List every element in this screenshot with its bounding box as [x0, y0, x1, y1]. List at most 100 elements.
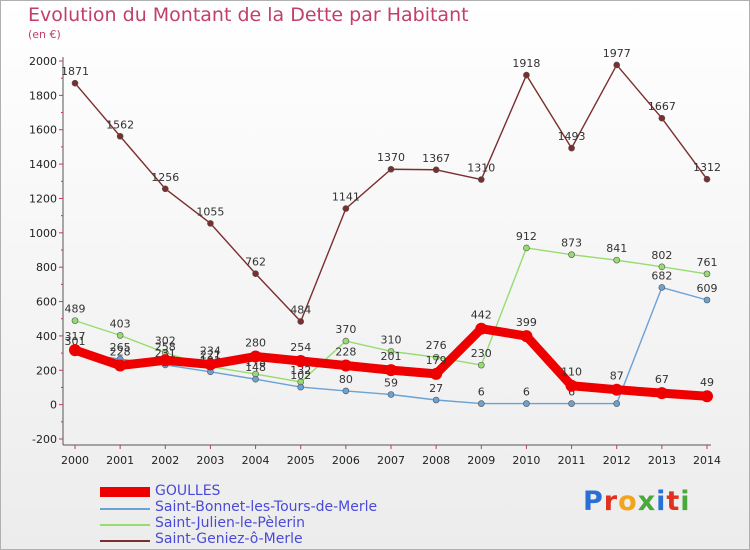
- data-label: 228: [110, 345, 131, 358]
- data-label: 80: [339, 373, 353, 386]
- data-label: 1055: [196, 205, 224, 218]
- x-tick-label: 2009: [467, 454, 495, 467]
- data-point: [339, 359, 352, 372]
- data-point: [520, 330, 533, 343]
- data-label: 254: [290, 341, 311, 354]
- data-point: [387, 165, 395, 173]
- data-label: 1141: [332, 191, 360, 204]
- data-point: [701, 390, 713, 403]
- y-tick-label: 200: [36, 364, 57, 377]
- data-point: [204, 358, 217, 371]
- y-tick-label: 1600: [29, 124, 57, 137]
- data-label: 301: [65, 335, 86, 348]
- data-point: [114, 359, 127, 372]
- data-point: [703, 175, 711, 183]
- data-point: [387, 348, 395, 355]
- data-point: [475, 322, 488, 335]
- legend-label: Saint-Bonnet-les-Tours-de-Merle: [155, 499, 378, 515]
- data-point: [523, 71, 530, 79]
- data-point: [71, 79, 79, 87]
- y-tick-label: 1400: [29, 158, 57, 171]
- logo-letter: t: [666, 486, 681, 517]
- data-point: [658, 263, 666, 271]
- data-point: [116, 132, 124, 140]
- data-label: 682: [651, 269, 672, 282]
- x-tick-label: 2003: [196, 454, 224, 467]
- data-point: [655, 387, 668, 400]
- logo-letter: P: [583, 486, 604, 517]
- x-tick-label: 2005: [287, 454, 315, 467]
- x-tick-label: 2006: [332, 454, 360, 467]
- data-label: 762: [245, 256, 266, 269]
- data-point: [432, 396, 440, 404]
- legend-label: Saint-Julien-le-Pèlerin: [155, 515, 306, 531]
- data-label: 228: [335, 345, 356, 358]
- data-point: [703, 270, 711, 278]
- data-label: 148: [245, 361, 266, 374]
- data-label: 399: [516, 316, 537, 329]
- data-label: 1256: [151, 171, 179, 184]
- data-label: 59: [384, 376, 398, 389]
- data-point: [116, 332, 124, 339]
- data-point: [523, 400, 530, 407]
- legend-swatch: [100, 508, 150, 510]
- data-point: [252, 270, 259, 278]
- data-point: [294, 354, 307, 367]
- data-point: [477, 400, 485, 407]
- data-label: 6: [478, 386, 485, 399]
- data-point: [430, 367, 443, 380]
- series-line-3: [74, 64, 708, 323]
- x-tick-label: 2002: [151, 454, 179, 467]
- data-label: 110: [561, 366, 582, 379]
- data-point: [207, 220, 214, 227]
- data-point: [613, 61, 621, 69]
- data-label: 201: [381, 350, 402, 363]
- data-point: [69, 344, 81, 357]
- logo-letter: x: [637, 486, 657, 517]
- y-tick-label: 1800: [29, 89, 57, 102]
- data-point: [252, 375, 259, 383]
- data-label: 234: [200, 344, 221, 357]
- y-tick-label: -200: [32, 433, 57, 446]
- data-label: 1667: [648, 100, 676, 113]
- data-label: 761: [697, 256, 718, 269]
- x-tick-label: 2007: [377, 454, 405, 467]
- x-tick-label: 2008: [422, 454, 450, 467]
- logo-letter: r: [603, 486, 619, 517]
- data-label: 221: [200, 349, 221, 362]
- data-label: 276: [426, 339, 447, 352]
- x-tick-label: 2014: [693, 454, 721, 467]
- data-label: 442: [471, 309, 492, 322]
- data-label: 265: [110, 341, 131, 354]
- data-point: [523, 244, 530, 252]
- data-point: [387, 391, 395, 398]
- data-point: [568, 144, 575, 152]
- data-label: 87: [610, 370, 624, 383]
- legend-swatch: [100, 524, 150, 526]
- data-point: [297, 383, 305, 391]
- data-point: [703, 296, 711, 304]
- data-label: 1493: [558, 130, 586, 143]
- y-tick-label: 800: [36, 261, 57, 274]
- legend-swatch: [100, 540, 150, 542]
- x-tick-label: 2012: [603, 454, 631, 467]
- data-label: 102: [290, 369, 311, 382]
- data-point: [565, 379, 578, 392]
- x-tick-label: 2001: [106, 454, 134, 467]
- y-tick-label: 0: [50, 399, 57, 412]
- data-label: 1871: [61, 65, 89, 78]
- chart-title: Evolution du Montant de la Dette par Hab…: [28, 4, 469, 26]
- x-tick-label: 2010: [512, 454, 540, 467]
- data-point: [613, 256, 621, 264]
- x-tick-label: 2013: [648, 454, 676, 467]
- data-point: [71, 317, 79, 324]
- y-tick-label: 400: [36, 330, 57, 343]
- data-point: [568, 251, 575, 258]
- legend-label: GOULLES: [155, 483, 221, 499]
- proxiti-logo: Proxiti: [583, 486, 691, 517]
- data-label: 403: [110, 317, 131, 330]
- data-label: 67: [655, 373, 669, 386]
- data-point: [342, 387, 350, 395]
